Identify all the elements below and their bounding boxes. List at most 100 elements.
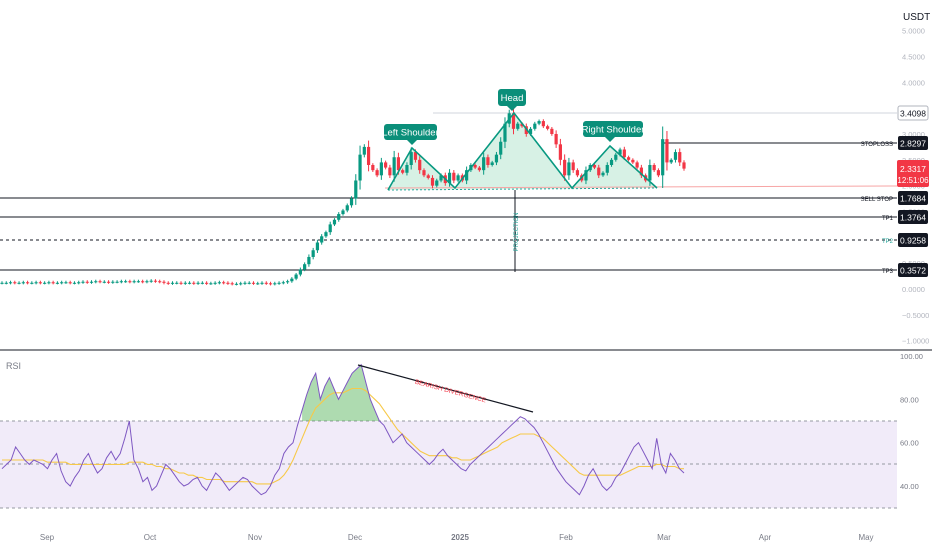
rsi-ma-line [2,387,684,485]
rsi-tick-label: 40.00 [900,482,919,491]
left-shoulder-callout: Left Shoulder [382,124,439,145]
candles [0,107,686,286]
candle-body [618,149,622,155]
candle-body [477,167,481,171]
candle-body [601,172,605,176]
candle-body [290,278,294,282]
price-tick-label: −1.0000 [902,337,929,346]
candle-body [243,282,247,284]
candle-body [648,164,652,181]
candle-body [371,164,375,171]
candle-body [669,159,673,163]
candle-body [136,281,140,283]
candle-body [452,172,456,181]
candle-body [239,283,243,285]
candle-body [609,159,614,165]
current-price-badge: 2.3317 12:51:06 [897,160,929,187]
candle-body [320,236,324,243]
current-price-line [384,185,898,189]
time-tick-label: 2025 [451,533,469,542]
candle-body [162,281,166,283]
candle-body [332,219,337,225]
tp1-label: TP1 [882,216,894,222]
candle-body [345,205,349,211]
candle-body [567,162,571,176]
candle-body [60,282,64,284]
candle-body [401,170,405,173]
candle-body [170,282,175,284]
candle-body [264,282,268,284]
candle-body [21,282,25,284]
candle-body [115,281,119,283]
price-tick-label: 4.5000 [902,52,925,61]
candle-body [456,175,460,181]
candle-body [222,282,226,284]
rsi-title: RSI [6,361,21,371]
price-tick-label: 3.0000 [902,130,925,139]
rsi-y-axis: 100.00 80.00 60.00 40.00 [900,352,923,491]
candle-body [298,269,302,275]
time-axis: Sep Oct Nov Dec 2025 Feb Mar Apr May [40,533,874,542]
candle-body [234,283,239,285]
time-tick-label: May [858,533,873,542]
countdown-value: 12:51:06 [897,176,929,185]
candle-body [503,123,507,142]
high-badge-text: 3.4098 [900,109,926,119]
candle-body [584,170,588,181]
candle-body [537,121,541,124]
candle-body [418,159,422,171]
candle-body [635,162,639,168]
tp2-badge: 0.9258 [898,233,928,247]
candle-body [124,281,128,283]
candle-body [51,282,55,284]
candle-body [230,283,234,285]
tp3-value: 0.3572 [900,266,926,276]
candle-body [251,282,256,284]
candle-body [422,170,426,176]
candle-body [0,282,4,284]
candle-body [554,133,558,145]
candle-body [366,146,371,165]
candle-body [179,282,183,284]
candle-body [8,282,13,284]
candle-body [430,177,435,186]
candle-body [465,170,469,181]
candle-body [354,180,358,199]
divergence-line [357,364,534,413]
stoploss-value: 2.8297 [900,139,926,149]
candle-body [128,281,132,283]
candle-body [311,250,315,257]
candle-body [639,167,643,176]
candle-body [158,281,162,283]
candle-body [358,154,362,181]
candle-body [200,282,204,284]
candle-body [85,281,89,283]
time-tick-label: Feb [559,533,573,542]
candle-body [4,282,8,284]
candle-body [435,180,439,186]
candle-body [405,164,409,173]
candle-body [592,164,597,168]
candle-body [546,126,550,129]
candle-body [392,157,396,176]
candle-body [626,157,631,160]
candle-body [64,282,68,284]
sell-stop-value: 1.7684 [900,194,926,204]
candle-body [196,282,200,284]
divergence-label: BEARISH DIVERGENCE [414,379,487,405]
candle-body [205,282,209,284]
candle-body [119,281,123,283]
candle-body [447,172,452,184]
time-tick-label: Nov [248,533,262,542]
candle-body [384,162,388,168]
right-shoulder-callout: Right Shoulder [582,121,645,142]
rsi-tick-label: 60.00 [900,439,919,448]
right-shoulder-label: Right Shoulder [582,125,645,136]
candle-body [43,282,47,284]
candle-body [652,164,656,171]
candle-body [213,282,217,284]
candle-body [413,152,418,160]
candle-body [426,175,430,178]
tp2-value: 0.9258 [900,236,926,246]
